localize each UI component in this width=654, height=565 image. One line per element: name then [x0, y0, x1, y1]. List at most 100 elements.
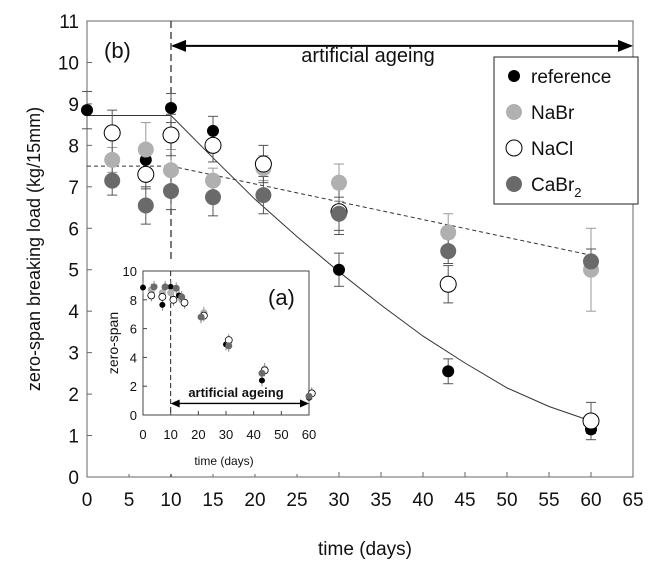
point-nacl: [254, 155, 272, 173]
point-cabr2: [331, 205, 347, 222]
legend-marker-cabr2: [506, 176, 522, 192]
inset-point-reference: [258, 377, 265, 384]
point-nabr: [137, 141, 154, 158]
point-nacl: [103, 124, 121, 142]
point-reference: [207, 124, 219, 137]
main-x-tick-label: 25: [286, 490, 307, 511]
point-reference: [165, 102, 177, 115]
main-y-ticks: 0 1 2 3 4 5 6 7 8 9 10 11: [58, 12, 92, 489]
inset-y-ticks: 0 2 4 6 8 10: [123, 264, 147, 423]
inset-x-axis-label: time (days): [194, 454, 253, 468]
main-plot-frame: [86, 20, 634, 478]
inset-backdrop: [105, 262, 327, 474]
inset-ageing-arrow-left-head: [170, 399, 180, 408]
main-y-tick-label: 10: [58, 53, 79, 74]
main-x-tick-label: 65: [622, 490, 643, 511]
fit-line-solid: [87, 115, 592, 422]
main-x-tick-label: 50: [496, 490, 517, 511]
inset-point-nacl: [147, 291, 156, 300]
main-y-tick-label: 6: [68, 219, 79, 240]
main-y-tick-label: 4: [68, 302, 79, 323]
main-y-tick-label: 9: [68, 95, 79, 116]
inset-point-cabr2: [258, 369, 266, 377]
main-x-tick-label: 35: [370, 490, 391, 511]
point-nabr: [205, 172, 221, 189]
legend-label-cabr2: CaBr2: [531, 175, 582, 200]
inset-point-cabr2: [150, 283, 158, 291]
inset-x-tick-label: 30: [219, 427, 233, 442]
inset-point-reference: [167, 283, 174, 290]
inset-point-cabr2: [172, 284, 180, 292]
inset-point-nacl: [158, 293, 167, 301]
inset-x-ticks: 0 10 20 30 40 50 60: [139, 411, 316, 442]
inset-point-reference: [159, 301, 166, 308]
inset-y-tick-label: 10: [123, 264, 137, 279]
point-cabr2: [205, 189, 221, 206]
main-x-axis-label: time (days): [318, 539, 412, 560]
main-x-tick-label: 20: [244, 490, 265, 511]
main-y-tick-label: 2: [68, 385, 79, 406]
point-reference: [81, 104, 93, 117]
point-nacl: [137, 165, 155, 183]
inset-point-cabr2: [197, 313, 205, 321]
inset-point-cabr2: [305, 392, 313, 400]
ageing-arrow-left-head: [171, 39, 186, 52]
main-x-tick-label: 60: [580, 490, 601, 511]
main-data-points: [81, 102, 600, 436]
legend-label-reference: reference: [531, 67, 611, 88]
inset-y-tick-label: 2: [130, 379, 137, 394]
point-reference: [442, 365, 455, 378]
point-cabr2: [255, 187, 272, 204]
inset-point-cabr2: [178, 293, 186, 301]
inset-x-tick-label: 0: [139, 427, 146, 442]
inset-ageing-label: artificial ageing: [188, 385, 283, 400]
legend-marker-reference: [508, 70, 520, 82]
ageing-arrow-right-head: [618, 39, 633, 52]
legend-marker-nacl: [505, 139, 523, 157]
legend: reference NaBr NaCl CaBr2: [493, 56, 639, 205]
main-y-axis-label: zero-span breaking load (kg/15mm): [24, 107, 44, 391]
main-x-tick-label: 45: [454, 490, 475, 511]
point-reference: [333, 263, 345, 276]
point-nabr: [440, 224, 457, 241]
inset-data-points: [140, 280, 316, 404]
inset-x-tick-label: 40: [246, 427, 260, 442]
main-x-tick-label: 40: [412, 490, 433, 511]
main-x-tick-label: 10: [160, 490, 181, 511]
main-y-tick-label: 1: [68, 427, 79, 448]
point-nabr: [104, 151, 121, 168]
main-x-tick-label: 15: [202, 490, 223, 511]
main-y-tick-label: 7: [68, 178, 79, 199]
main-y-tick-label: 8: [68, 136, 79, 157]
inset-panel-label: (a): [268, 285, 295, 310]
main-x-tick-label: 0: [82, 490, 93, 511]
legend-marker-nabr: [506, 104, 522, 120]
point-nacl: [204, 136, 222, 154]
point-cabr2: [583, 253, 599, 270]
main-x-ticks: 0 5 10 15 20 25 30 35 40 45 50 55 60 65: [82, 472, 644, 511]
main-x-tick-label: 55: [538, 490, 559, 511]
inset-point-reference: [140, 284, 146, 291]
main-y-tick-label: 5: [68, 261, 79, 282]
main-x-tick-label: 5: [124, 490, 135, 511]
inset-y-axis-label: zero-span: [105, 312, 121, 374]
inset-plot: 0 2 4 6 8 10 0 10 20 30 40 50 60 (a) artificial age…: [105, 262, 327, 474]
legend-label-nacl: NaCl: [531, 139, 573, 160]
inset-x-tick-label: 10: [163, 427, 177, 442]
inset-point-nabr: [167, 289, 175, 297]
main-y-tick-label: 0: [68, 468, 79, 489]
inset-point-nacl: [169, 295, 178, 304]
point-nabr: [163, 162, 179, 179]
inset-ageing-arrow-right-head: [300, 399, 309, 408]
inset-y-tick-label: 4: [130, 350, 137, 365]
inset-y-tick-label: 6: [130, 322, 137, 337]
main-panel-label: (b): [104, 38, 131, 63]
inset-x-tick-label: 50: [274, 427, 288, 442]
main-ageing-label: artificial ageing: [301, 45, 434, 67]
inset-point-nacl: [180, 298, 189, 307]
main-y-tick-label: 11: [59, 12, 79, 33]
point-cabr2: [104, 172, 121, 189]
point-nacl: [582, 412, 600, 430]
